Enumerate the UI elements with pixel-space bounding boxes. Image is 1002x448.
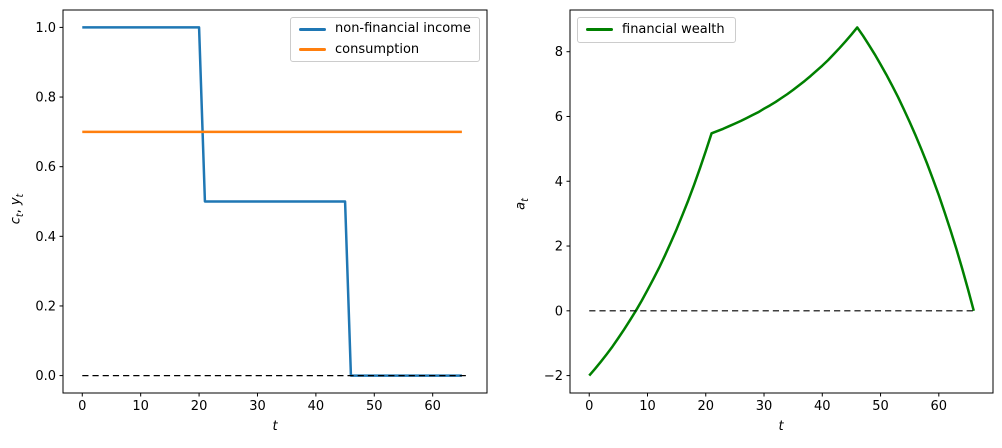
x-tick-label: 0: [78, 399, 86, 414]
x-tick-label: 40: [814, 399, 831, 414]
x-tick-label: 30: [756, 399, 773, 414]
legend-item-non-financial-income: non-financial income: [299, 21, 471, 38]
legend-label: non-financial income: [335, 20, 471, 36]
legend-label: financial wealth: [622, 21, 725, 37]
x-tick-label: 40: [308, 399, 325, 414]
y-tick-label: 8: [555, 45, 563, 60]
y-tick-label: 6: [555, 110, 563, 125]
y-tick-label: −2: [544, 369, 563, 384]
x-tick-label: 10: [639, 399, 656, 414]
y-tick-label: 1.0: [35, 21, 56, 36]
y-tick-label: 2: [555, 240, 563, 255]
x-tick-label: 60: [424, 399, 441, 414]
legend-left-panel: non-financial income consumption: [290, 17, 480, 62]
left-y-axis-label: ct, yt: [8, 193, 27, 225]
x-tick-label: 10: [132, 399, 149, 414]
axes-spines: [569, 9, 994, 394]
x-tick-label: 20: [697, 399, 714, 414]
non-financial-income-line-swatch: [299, 27, 326, 31]
financial-wealth-line-swatch: [586, 28, 613, 32]
consumption-line-swatch: [299, 48, 326, 52]
legend-item-financial-wealth: financial wealth: [586, 22, 727, 39]
right-x-axis-label: t: [778, 419, 784, 434]
x-tick-label: 0: [585, 399, 593, 414]
x-tick-label: 60: [931, 399, 948, 414]
legend-item-consumption: consumption: [299, 42, 471, 59]
legend-right-panel: financial wealth: [577, 17, 736, 43]
x-tick-label: 50: [366, 399, 383, 414]
x-tick-label: 30: [249, 399, 266, 414]
financial-wealth-line: [588, 26, 975, 377]
y-tick-label: 0.4: [35, 230, 56, 245]
y-tick-label: 0.8: [35, 91, 56, 106]
y-tick-label: 0.6: [35, 160, 56, 175]
right-y-axis-label: at: [513, 198, 532, 210]
left-x-axis-label: t: [272, 419, 278, 434]
legend-label: consumption: [335, 41, 420, 57]
axes-spines: [62, 9, 488, 394]
x-tick-label: 20: [191, 399, 208, 414]
non-financial-income-line: [82, 26, 462, 377]
y-tick-label: 0.0: [35, 369, 56, 384]
y-tick-label: 0: [555, 304, 563, 319]
y-tick-label: 0.2: [35, 299, 56, 314]
y-tick-label: 4: [555, 175, 563, 190]
x-tick-label: 50: [872, 399, 889, 414]
